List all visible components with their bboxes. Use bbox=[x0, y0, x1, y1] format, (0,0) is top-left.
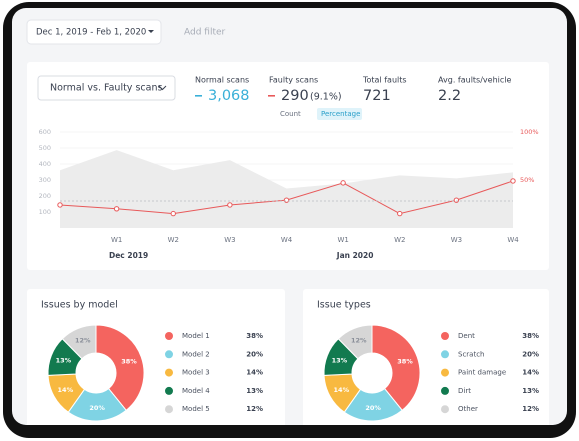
legend-value: 14% bbox=[246, 369, 263, 377]
slice-label: 20% bbox=[365, 404, 381, 412]
legend-value: 13% bbox=[246, 387, 263, 395]
slice-label: 12% bbox=[351, 337, 367, 345]
slice-label: 14% bbox=[334, 386, 350, 394]
caret bbox=[148, 30, 154, 33]
x-tick-label: W1 bbox=[111, 236, 122, 244]
kpi-dash bbox=[195, 95, 202, 97]
legend-label: Model 2 bbox=[182, 350, 210, 358]
kpi-label: Total faults bbox=[362, 76, 407, 85]
legend-swatch bbox=[441, 350, 449, 359]
y2-tick-label: 50% bbox=[520, 176, 534, 184]
legend-swatch bbox=[165, 405, 173, 414]
legend-swatch bbox=[165, 332, 173, 340]
plot: 100 200 300 400 500 600 50% 100% W1 W2 W3 W4 W1 W2 W3 W… bbox=[39, 128, 539, 260]
y2-tick-label: 100% bbox=[520, 128, 539, 136]
y-tick-label: 600 bbox=[39, 128, 51, 136]
point bbox=[113, 206, 120, 212]
x-tick-label: W2 bbox=[168, 236, 179, 244]
toggle-percentage[interactable]: Percentage bbox=[321, 110, 360, 118]
legend-swatch bbox=[165, 350, 173, 359]
x-tick-label: W2 bbox=[394, 236, 405, 244]
y-tick-label: 400 bbox=[39, 160, 51, 168]
slice-label: 20% bbox=[89, 404, 105, 412]
x-tick-label: W3 bbox=[224, 236, 235, 244]
kpi-label: Avg. faults/vehicle bbox=[438, 76, 511, 85]
legend-value: 12% bbox=[522, 405, 539, 413]
x-group-label: Dec 2019 bbox=[109, 251, 148, 260]
legend-label: Scratch bbox=[458, 350, 485, 358]
point bbox=[227, 202, 233, 208]
slice-label: 38% bbox=[121, 357, 137, 365]
toggle-count[interactable]: Count bbox=[280, 110, 301, 118]
legend-swatch bbox=[441, 368, 449, 377]
point bbox=[170, 210, 176, 217]
legend-value: 38% bbox=[522, 332, 539, 340]
legend-label: Dent bbox=[458, 332, 475, 340]
legend-value: 13% bbox=[522, 387, 539, 395]
kpi-value: 2.2 bbox=[438, 88, 461, 104]
legend-label: Model 3 bbox=[182, 369, 210, 377]
pie-slice bbox=[95, 324, 145, 412]
legend-swatch bbox=[441, 332, 449, 340]
card-title: Issues by model bbox=[41, 300, 118, 311]
slice-label: 12% bbox=[75, 337, 91, 345]
pie-slice bbox=[371, 324, 421, 412]
kpi-label: Normal scans bbox=[195, 76, 249, 85]
slice-label: 13% bbox=[56, 356, 72, 364]
legend-label: Model 1 bbox=[182, 332, 210, 340]
legend-swatch bbox=[165, 368, 173, 377]
y-tick-label: 500 bbox=[39, 144, 51, 152]
legend-label: Model 5 bbox=[182, 405, 210, 413]
point bbox=[510, 178, 516, 184]
card-title: Issue types bbox=[317, 300, 371, 311]
legend-label: Dirt bbox=[458, 387, 471, 395]
pies: Issues by model 38% Model 1 38% 20% Model 2 20… bbox=[41, 300, 539, 422]
x-group-label: Jan 2020 bbox=[336, 251, 374, 260]
y-tick-label: 200 bbox=[39, 192, 51, 200]
chart-title: Normal vs. Faulty scans bbox=[50, 83, 162, 94]
kpi-note: (9.1%) bbox=[310, 92, 342, 103]
point bbox=[57, 202, 63, 208]
legend-label: Model 4 bbox=[182, 387, 210, 395]
chart-selector[interactable] bbox=[37, 75, 176, 101]
y-tick-label: 300 bbox=[39, 176, 51, 184]
kpi-value: 290 bbox=[281, 88, 309, 104]
kpi-value: 3,068 bbox=[208, 88, 250, 104]
x-tick-label: W4 bbox=[281, 236, 293, 244]
legend-value: 14% bbox=[522, 369, 539, 377]
legend-swatch bbox=[165, 386, 173, 395]
legend-label: Paint damage bbox=[458, 369, 506, 377]
legend-label: Other bbox=[458, 405, 478, 413]
legend-swatch bbox=[441, 405, 449, 414]
point bbox=[340, 180, 346, 186]
kpi-dash bbox=[268, 95, 275, 97]
point bbox=[397, 210, 403, 217]
area bbox=[60, 150, 513, 228]
legend-value: 38% bbox=[246, 332, 263, 340]
legend-value: 20% bbox=[522, 350, 539, 358]
point bbox=[283, 197, 290, 203]
legend-swatch bbox=[441, 386, 449, 395]
pie-slice bbox=[337, 324, 373, 360]
date-picker[interactable] bbox=[26, 19, 162, 45]
toggle-active[interactable] bbox=[317, 108, 362, 120]
slice-label: 38% bbox=[397, 357, 413, 365]
add-filter[interactable]: Add filter bbox=[184, 28, 226, 38]
x-tick-label: W1 bbox=[337, 236, 348, 244]
legend-value: 20% bbox=[246, 350, 263, 358]
x-tick-label: W4 bbox=[507, 236, 519, 244]
x-tick-label: W3 bbox=[451, 236, 462, 244]
kpi-label: Faulty scans bbox=[269, 76, 318, 85]
slice-label: 14% bbox=[58, 386, 74, 394]
slice-label: 13% bbox=[332, 356, 348, 364]
chevron bbox=[158, 85, 167, 91]
date-range: Dec 1, 2019 - Feb 1, 2020 bbox=[36, 28, 146, 38]
y-tick-label: 100 bbox=[39, 208, 51, 216]
legend-value: 12% bbox=[246, 405, 263, 413]
pie-slice bbox=[61, 324, 97, 360]
kpi-value: 721 bbox=[363, 88, 391, 104]
point bbox=[453, 197, 460, 203]
